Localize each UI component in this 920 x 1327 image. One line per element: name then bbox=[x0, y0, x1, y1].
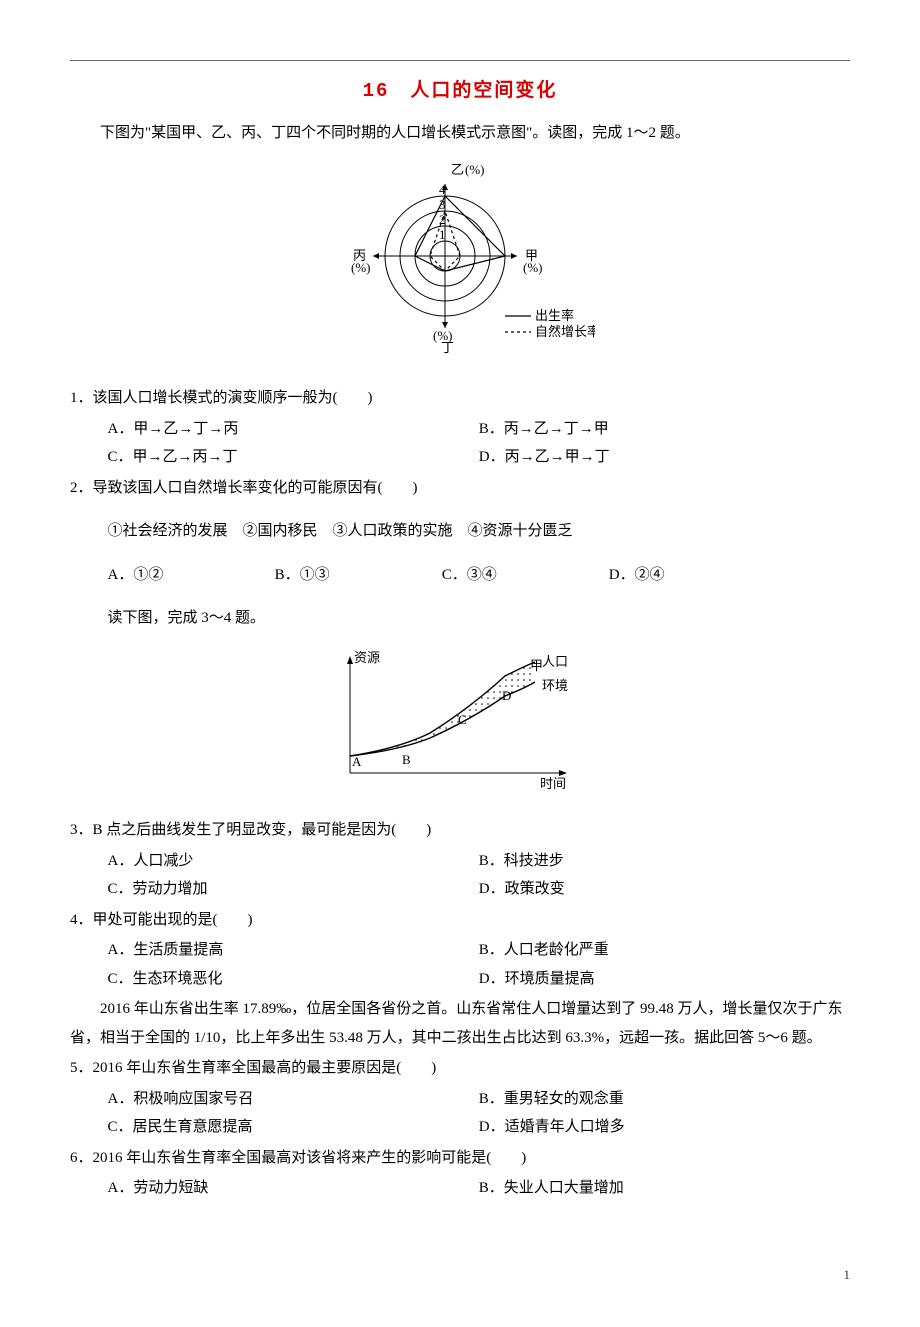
top-rule bbox=[70, 60, 850, 61]
q1-stem: 1．该国人口增长模式的演变顺序一般为( ) bbox=[70, 384, 850, 413]
figure-1: 1 2 3 4 乙 (%) 甲 (%) 丙 (%) 丁 (%) 出生率 自然增长… bbox=[70, 156, 850, 377]
svg-text:自然增长率: 自然增长率 bbox=[535, 324, 595, 339]
intro-q1-2: 下图为"某国甲、乙、丙、丁四个不同时期的人口增长模式示意图"。读图，完成 1～2… bbox=[70, 119, 850, 148]
q2-statements: ①社会经济的发展 ②国内移民 ③人口政策的实施 ④资源十分匮乏 bbox=[70, 517, 850, 546]
svg-text:人口: 人口 bbox=[542, 654, 568, 669]
q2-b: B．①③ bbox=[275, 561, 438, 590]
svg-text:3: 3 bbox=[439, 197, 446, 212]
svg-text:B: B bbox=[402, 752, 411, 767]
figure-2: 资源 时间 A B C D 甲 人口 环境 bbox=[70, 648, 850, 809]
svg-text:出生率: 出生率 bbox=[535, 308, 574, 323]
q3-a: A．人口减少 bbox=[108, 847, 479, 876]
svg-text:环境: 环境 bbox=[542, 678, 568, 693]
q4-options: A．生活质量提高B．人口老龄化严重 C．生态环境恶化D．环境质量提高 bbox=[70, 936, 850, 993]
q5-c: C．居民生育意愿提高 bbox=[108, 1113, 479, 1142]
q3-d: D．政策改变 bbox=[479, 875, 850, 904]
q6-stem: 6．2016 年山东省生育率全国最高对该省将来产生的影响可能是( ) bbox=[70, 1144, 850, 1173]
q4-a: A．生活质量提高 bbox=[108, 936, 479, 965]
q2-options: A．①② B．①③ C．③④ D．②④ bbox=[70, 561, 850, 590]
q1-d: D．丙→乙→甲→丁 bbox=[479, 443, 850, 472]
intro-q3-4: 读下图，完成 3～4 题。 bbox=[70, 604, 850, 633]
q4-c: C．生态环境恶化 bbox=[108, 965, 479, 994]
svg-text:1: 1 bbox=[439, 227, 446, 242]
q4-d: D．环境质量提高 bbox=[479, 965, 850, 994]
q6-options: A．劳动力短缺B．失业人口大量增加 bbox=[70, 1174, 850, 1203]
q1-b: B．丙→乙→丁→甲 bbox=[479, 415, 850, 444]
q5-stem: 5．2016 年山东省生育率全国最高的最主要原因是( ) bbox=[70, 1054, 850, 1083]
q3-options: A．人口减少B．科技进步 C．劳动力增加D．政策改变 bbox=[70, 847, 850, 904]
svg-text:D: D bbox=[502, 688, 511, 703]
q5-options: A．积极响应国家号召B．重男轻女的观念重 C．居民生育意愿提高D．适婚青年人口增… bbox=[70, 1085, 850, 1142]
q2-stem: 2．导致该国人口自然增长率变化的可能原因有( ) bbox=[70, 474, 850, 503]
svg-text:A: A bbox=[352, 754, 362, 769]
svg-text:时间: 时间 bbox=[540, 776, 566, 791]
svg-text:(%): (%) bbox=[433, 328, 453, 343]
q2-a: A．①② bbox=[108, 561, 271, 590]
title-text: 人口的空间变化 bbox=[410, 80, 557, 101]
q1-a: A．甲→乙→丁→丙 bbox=[108, 415, 479, 444]
q1-c: C．甲→乙→丙→丁 bbox=[108, 443, 479, 472]
svg-text:(%): (%) bbox=[523, 260, 543, 275]
svg-text:资源: 资源 bbox=[354, 650, 380, 665]
q2-c: C．③④ bbox=[442, 561, 605, 590]
svg-text:乙: 乙 bbox=[451, 162, 464, 177]
title-number: 16 bbox=[363, 80, 390, 102]
page-title: 16 人口的空间变化 bbox=[70, 73, 850, 109]
q6-b: B．失业人口大量增加 bbox=[479, 1174, 850, 1203]
svg-text:C: C bbox=[458, 712, 467, 727]
q6-a: A．劳动力短缺 bbox=[108, 1174, 479, 1203]
q2-d: D．②④ bbox=[609, 561, 772, 590]
q5-a: A．积极响应国家号召 bbox=[108, 1085, 479, 1114]
q4-b: B．人口老龄化严重 bbox=[479, 936, 850, 965]
q4-stem: 4．甲处可能出现的是( ) bbox=[70, 906, 850, 935]
q3-c: C．劳动力增加 bbox=[108, 875, 479, 904]
passage-q5-6: 2016 年山东省出生率 17.89‰，位居全国各省份之首。山东省常住人口增量达… bbox=[70, 995, 850, 1052]
svg-text:(%): (%) bbox=[351, 260, 371, 275]
q5-b: B．重男轻女的观念重 bbox=[479, 1085, 850, 1114]
q5-d: D．适婚青年人口增多 bbox=[479, 1113, 850, 1142]
q1-options: A．甲→乙→丁→丙B．丙→乙→丁→甲 C．甲→乙→丙→丁D．丙→乙→甲→丁 bbox=[70, 415, 850, 472]
svg-text:(%): (%) bbox=[465, 162, 485, 177]
svg-text:4: 4 bbox=[439, 182, 446, 197]
page-number: 1 bbox=[70, 1263, 850, 1288]
q3-b: B．科技进步 bbox=[479, 847, 850, 876]
q3-stem: 3．B 点之后曲线发生了明显改变，最可能是因为( ) bbox=[70, 816, 850, 845]
